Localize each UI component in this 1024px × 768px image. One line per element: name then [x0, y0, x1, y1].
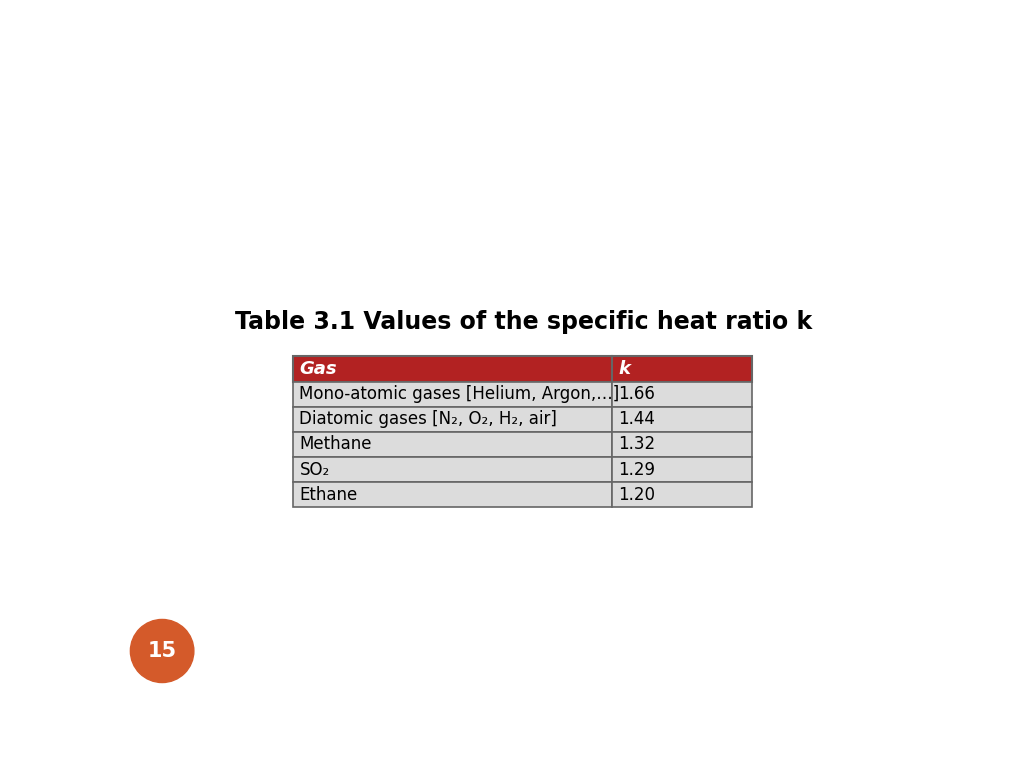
Bar: [293, 457, 612, 482]
Bar: [293, 356, 612, 382]
Bar: [612, 407, 752, 432]
Text: 1.66: 1.66: [618, 386, 655, 403]
Text: Table 3.1 Values of the specific heat ratio k: Table 3.1 Values of the specific heat ra…: [234, 310, 812, 333]
Bar: [612, 356, 752, 382]
Text: 1.32: 1.32: [618, 435, 655, 453]
Text: Gas: Gas: [299, 360, 337, 378]
Text: SO₂: SO₂: [299, 461, 330, 478]
Bar: [293, 407, 612, 432]
Text: Methane: Methane: [299, 435, 372, 453]
Bar: [293, 482, 612, 508]
Ellipse shape: [130, 620, 194, 683]
Text: Diatomic gases [N₂, O₂, H₂, air]: Diatomic gases [N₂, O₂, H₂, air]: [299, 410, 557, 429]
Bar: [612, 432, 752, 457]
Text: Mono-atomic gases [Helium, Argon,…]: Mono-atomic gases [Helium, Argon,…]: [299, 386, 620, 403]
Text: 1.44: 1.44: [618, 410, 655, 429]
Bar: [612, 482, 752, 508]
Text: 1.29: 1.29: [618, 461, 655, 478]
Text: Ethane: Ethane: [299, 485, 357, 504]
Text: 15: 15: [147, 641, 177, 661]
Bar: [612, 382, 752, 407]
Bar: [293, 382, 612, 407]
Text: k: k: [618, 360, 630, 378]
Bar: [612, 457, 752, 482]
Bar: [293, 432, 612, 457]
Text: 1.20: 1.20: [618, 485, 655, 504]
